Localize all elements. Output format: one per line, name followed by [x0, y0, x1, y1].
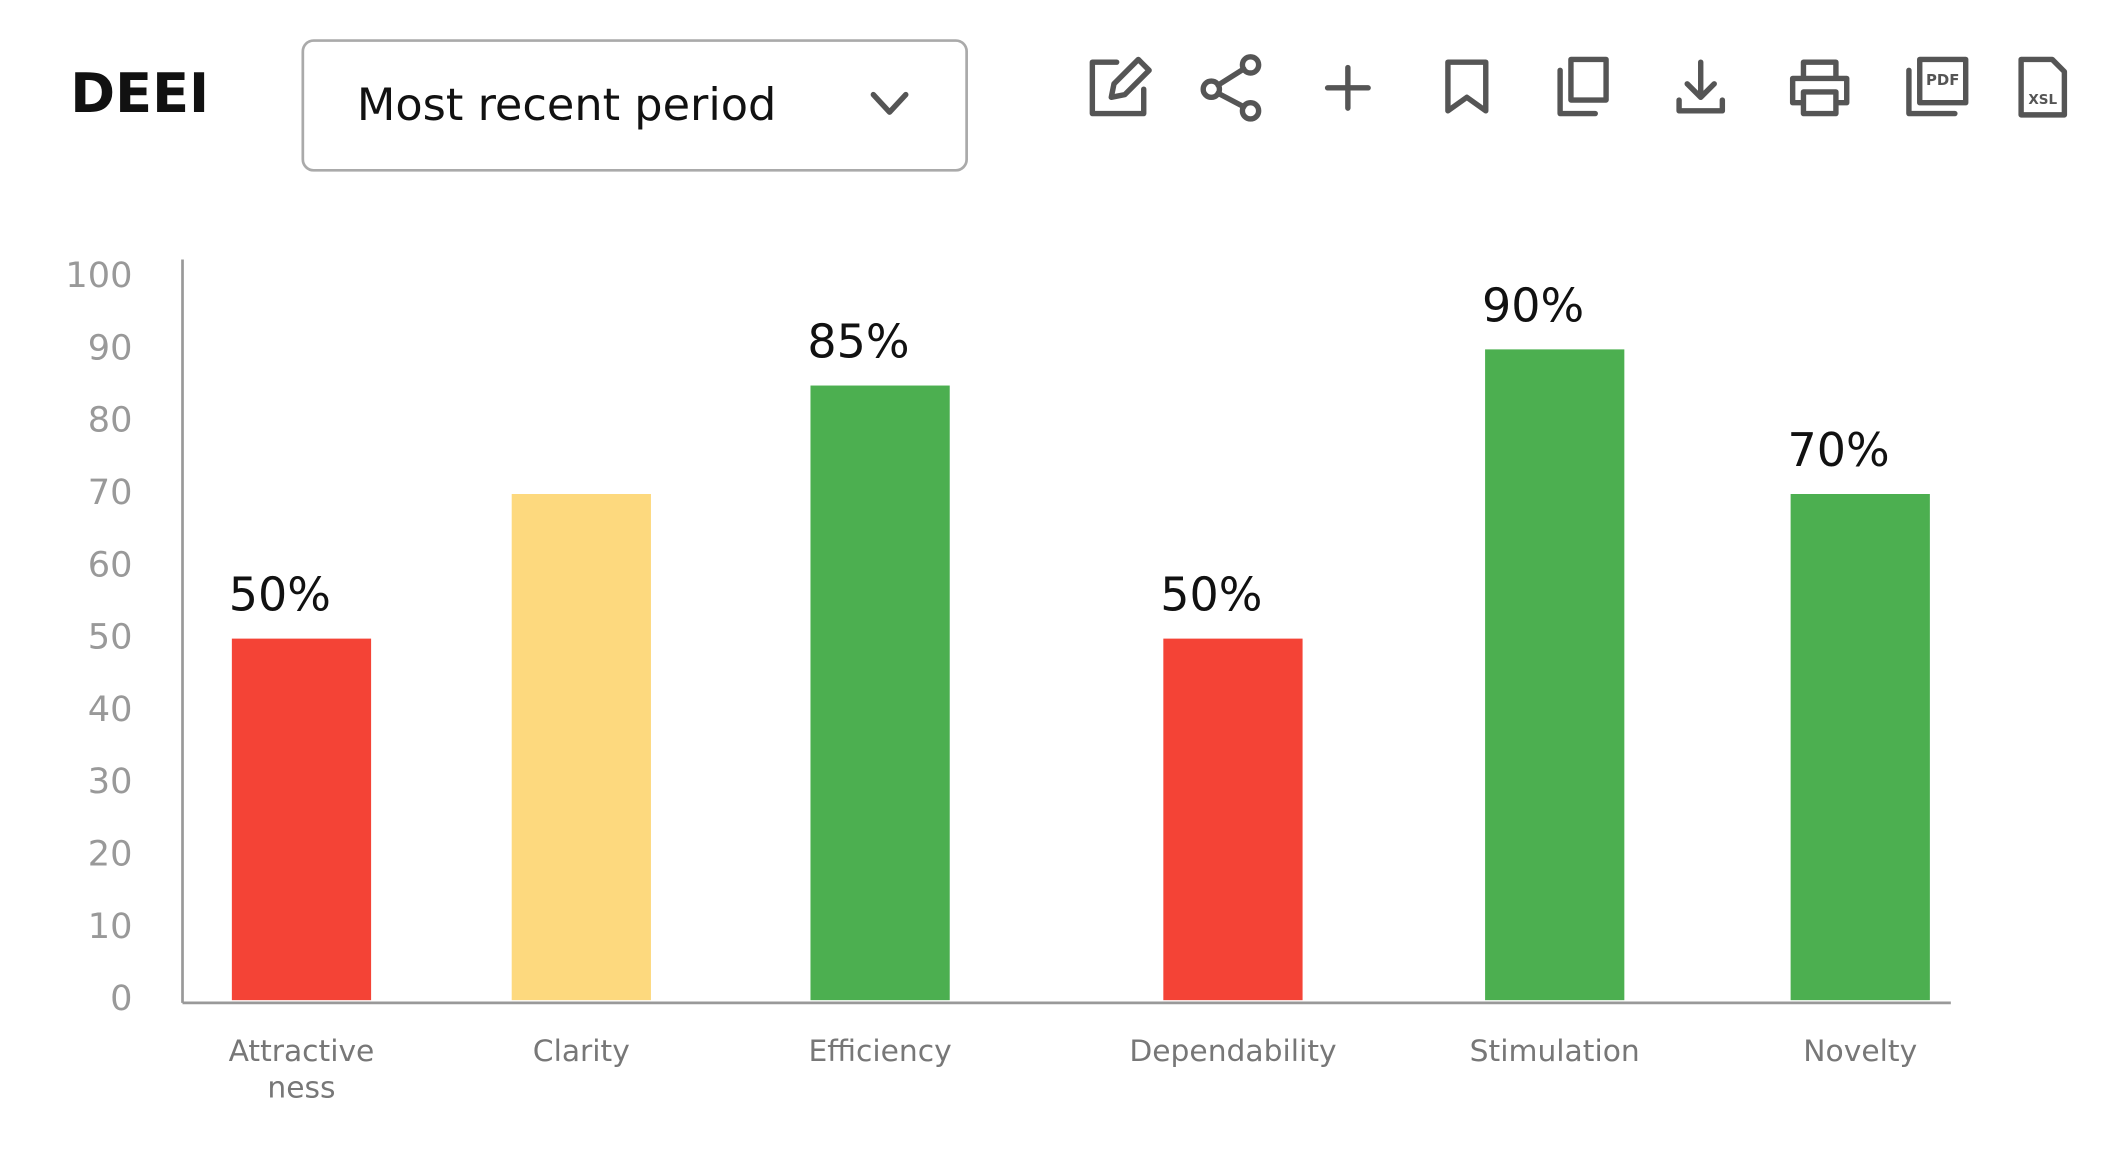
x-tick-label: Clarity [532, 1035, 630, 1070]
xsl-icon[interactable]: XSL [2018, 56, 2068, 118]
x-label-box: Dependability [1129, 1035, 1337, 1070]
value-label: 85% [807, 314, 909, 368]
bar [1485, 349, 1625, 1001]
x-label-box: Efficiency [808, 1035, 952, 1070]
x-tick-label: Novelty [1803, 1035, 1918, 1070]
y-tick-label: 30 [88, 761, 133, 802]
bar [231, 638, 372, 1001]
pdf-icon[interactable]: PDF [1906, 56, 1969, 117]
dropdown-box[interactable] [301, 39, 968, 172]
y-tick-label: 100 [65, 255, 132, 296]
y-tick-label: 10 [88, 906, 133, 947]
period-dropdown[interactable]: Most recent period [301, 39, 968, 172]
value-label: 50% [1160, 568, 1262, 622]
bar [1163, 638, 1303, 1001]
bar [1790, 493, 1930, 1001]
copy-icon[interactable] [1557, 56, 1609, 117]
print-icon[interactable] [1789, 59, 1850, 117]
y-tick-label: 70 [88, 472, 133, 513]
xsl-label: XSL [2028, 92, 2057, 108]
share-icon[interactable] [1200, 54, 1262, 122]
chevron [870, 91, 909, 115]
value-label: 50% [229, 568, 331, 622]
page-title: DEEI [70, 62, 209, 125]
y-tick-label: 80 [88, 400, 133, 441]
y-tick-label: 60 [88, 544, 133, 585]
x-label-box: Clarity [532, 1035, 630, 1070]
dropdown-text: Most recent period [357, 79, 776, 131]
bookmark-icon[interactable] [1445, 59, 1489, 114]
x-label-box: Novelty [1803, 1035, 1918, 1070]
bar [810, 385, 950, 1001]
y-tick-label: 20 [88, 834, 133, 875]
toolbar: PDF XSL [1089, 54, 2068, 122]
y-tick-label: 40 [88, 689, 133, 730]
x-tick-label: Stimulation [1469, 1035, 1640, 1070]
x-label-box: Stimulation [1469, 1035, 1640, 1070]
download-icon[interactable] [1676, 59, 1726, 114]
y-tick-label: 90 [88, 327, 133, 368]
x-tick-label: Attractiveness [228, 1035, 375, 1106]
x-label-box: Attractiveness [228, 1035, 375, 1106]
bar [511, 493, 651, 1001]
x-tick-label: Dependability [1129, 1035, 1337, 1070]
value-label: 70% [1788, 423, 1890, 477]
y-tick-label: 50 [88, 617, 133, 658]
y-tick-label: 0 [110, 978, 132, 1019]
add-icon[interactable] [1324, 64, 1371, 111]
x-tick-label: Efficiency [808, 1035, 952, 1070]
value-label: 90% [1482, 278, 1584, 332]
edit-icon[interactable] [1089, 56, 1152, 117]
pdf-label: PDF [1926, 71, 1959, 89]
